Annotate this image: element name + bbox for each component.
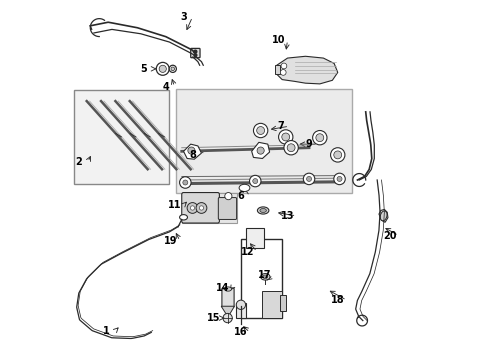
Circle shape bbox=[224, 193, 231, 200]
Circle shape bbox=[312, 131, 326, 145]
FancyBboxPatch shape bbox=[222, 288, 234, 307]
Circle shape bbox=[281, 133, 289, 141]
Circle shape bbox=[257, 147, 264, 154]
Circle shape bbox=[194, 50, 196, 53]
Circle shape bbox=[187, 147, 195, 154]
Text: 4: 4 bbox=[162, 82, 169, 92]
Circle shape bbox=[179, 177, 191, 188]
FancyBboxPatch shape bbox=[182, 193, 219, 223]
Circle shape bbox=[236, 300, 245, 310]
Circle shape bbox=[249, 175, 261, 187]
FancyBboxPatch shape bbox=[235, 303, 246, 318]
Text: 1: 1 bbox=[103, 325, 110, 336]
Circle shape bbox=[286, 144, 294, 152]
Text: 14: 14 bbox=[216, 283, 229, 293]
Text: 13: 13 bbox=[280, 211, 294, 221]
FancyBboxPatch shape bbox=[246, 228, 264, 248]
Circle shape bbox=[278, 130, 292, 144]
Polygon shape bbox=[251, 142, 269, 158]
Circle shape bbox=[194, 54, 196, 57]
Text: 15: 15 bbox=[207, 313, 220, 323]
Circle shape bbox=[280, 69, 285, 75]
Circle shape bbox=[315, 134, 323, 141]
Text: 17: 17 bbox=[257, 270, 270, 280]
Ellipse shape bbox=[224, 287, 231, 291]
Text: 11: 11 bbox=[167, 200, 181, 210]
Circle shape bbox=[183, 180, 187, 185]
Text: 8: 8 bbox=[189, 150, 196, 160]
Text: 16: 16 bbox=[234, 327, 247, 337]
Text: 19: 19 bbox=[164, 236, 177, 246]
Polygon shape bbox=[183, 144, 201, 159]
Circle shape bbox=[171, 67, 174, 71]
Ellipse shape bbox=[380, 211, 386, 221]
Polygon shape bbox=[274, 65, 280, 74]
Text: 2: 2 bbox=[75, 157, 82, 167]
Circle shape bbox=[336, 176, 341, 181]
Text: 5: 5 bbox=[141, 64, 147, 74]
Circle shape bbox=[256, 127, 264, 134]
Ellipse shape bbox=[257, 207, 268, 214]
Circle shape bbox=[199, 206, 203, 210]
Text: 9: 9 bbox=[305, 139, 312, 149]
Circle shape bbox=[284, 140, 298, 155]
Circle shape bbox=[252, 179, 257, 184]
Circle shape bbox=[156, 62, 169, 75]
Circle shape bbox=[333, 151, 341, 159]
Circle shape bbox=[159, 65, 166, 72]
Polygon shape bbox=[221, 306, 234, 317]
FancyBboxPatch shape bbox=[182, 193, 237, 223]
Text: 12: 12 bbox=[241, 247, 254, 257]
Polygon shape bbox=[276, 56, 337, 84]
Ellipse shape bbox=[262, 275, 267, 279]
Text: 10: 10 bbox=[271, 35, 285, 45]
Ellipse shape bbox=[260, 208, 266, 212]
Ellipse shape bbox=[260, 274, 269, 280]
Circle shape bbox=[303, 173, 314, 185]
Circle shape bbox=[190, 206, 194, 210]
Circle shape bbox=[330, 148, 344, 162]
Circle shape bbox=[306, 176, 311, 181]
Circle shape bbox=[169, 65, 176, 72]
FancyBboxPatch shape bbox=[279, 295, 285, 311]
Text: 3: 3 bbox=[180, 12, 186, 22]
Ellipse shape bbox=[239, 184, 249, 192]
Circle shape bbox=[196, 203, 206, 213]
Circle shape bbox=[253, 123, 267, 138]
Text: 7: 7 bbox=[276, 121, 283, 131]
Polygon shape bbox=[378, 210, 387, 222]
Text: 18: 18 bbox=[330, 295, 344, 305]
Circle shape bbox=[223, 314, 232, 323]
FancyBboxPatch shape bbox=[74, 90, 169, 184]
FancyBboxPatch shape bbox=[190, 48, 200, 58]
Circle shape bbox=[281, 63, 286, 69]
FancyBboxPatch shape bbox=[218, 198, 236, 220]
Text: 6: 6 bbox=[237, 191, 244, 201]
Ellipse shape bbox=[179, 215, 187, 220]
FancyBboxPatch shape bbox=[176, 89, 351, 193]
FancyBboxPatch shape bbox=[241, 239, 282, 318]
Text: 20: 20 bbox=[382, 231, 396, 240]
FancyBboxPatch shape bbox=[261, 291, 282, 318]
Circle shape bbox=[333, 173, 345, 185]
Circle shape bbox=[187, 203, 198, 213]
